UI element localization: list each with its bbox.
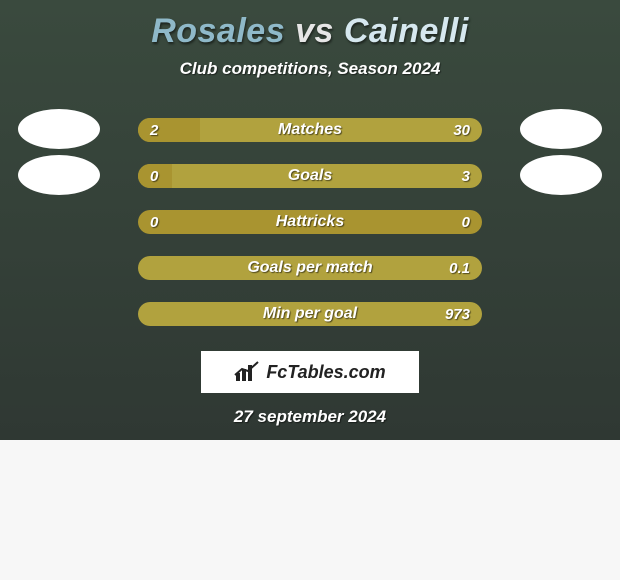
- stat-bar-goals: 0 Goals 3: [138, 164, 482, 188]
- page-title: Rosales vs Cainelli: [0, 0, 620, 51]
- stat-label: Goals per match: [138, 256, 482, 280]
- stats-area: 2 Matches 30 0 Goals 3 0 Hattricks: [0, 107, 620, 337]
- stat-row: 2 Matches 30: [0, 107, 620, 153]
- chart-icon: [234, 361, 260, 383]
- stat-bar-gpm: Goals per match 0.1: [138, 256, 482, 280]
- vs-text: vs: [295, 12, 334, 50]
- stat-bar-mpg: Min per goal 973: [138, 302, 482, 326]
- player1-name: Rosales: [151, 12, 285, 50]
- stat-right-value: 30: [453, 118, 470, 142]
- stat-bar-hattricks: 0 Hattricks 0: [138, 210, 482, 234]
- stat-label: Hattricks: [138, 210, 482, 234]
- stat-row: Goals per match 0.1: [0, 245, 620, 291]
- stat-label: Goals: [138, 164, 482, 188]
- stat-right-value: 973: [445, 302, 470, 326]
- comparison-card: Rosales vs Cainelli Club competitions, S…: [0, 0, 620, 440]
- player2-photo-placeholder: [520, 155, 602, 195]
- player2-photo-placeholder: [520, 109, 602, 149]
- stat-bar-matches: 2 Matches 30: [138, 118, 482, 142]
- stat-label: Matches: [138, 118, 482, 142]
- brand-text: FcTables.com: [266, 362, 385, 383]
- subtitle: Club competitions, Season 2024: [0, 59, 620, 79]
- brand-logo[interactable]: FcTables.com: [201, 351, 419, 393]
- stat-row: Min per goal 973: [0, 291, 620, 337]
- stat-right-value: 0: [462, 210, 470, 234]
- stat-row: 0 Goals 3: [0, 153, 620, 199]
- player1-photo-placeholder: [18, 109, 100, 149]
- player1-photo-placeholder: [18, 155, 100, 195]
- stat-row: 0 Hattricks 0: [0, 199, 620, 245]
- date-text: 27 september 2024: [0, 407, 620, 427]
- stat-right-value: 3: [462, 164, 470, 188]
- stat-right-value: 0.1: [449, 256, 470, 280]
- stat-label: Min per goal: [138, 302, 482, 326]
- player2-name: Cainelli: [344, 12, 469, 50]
